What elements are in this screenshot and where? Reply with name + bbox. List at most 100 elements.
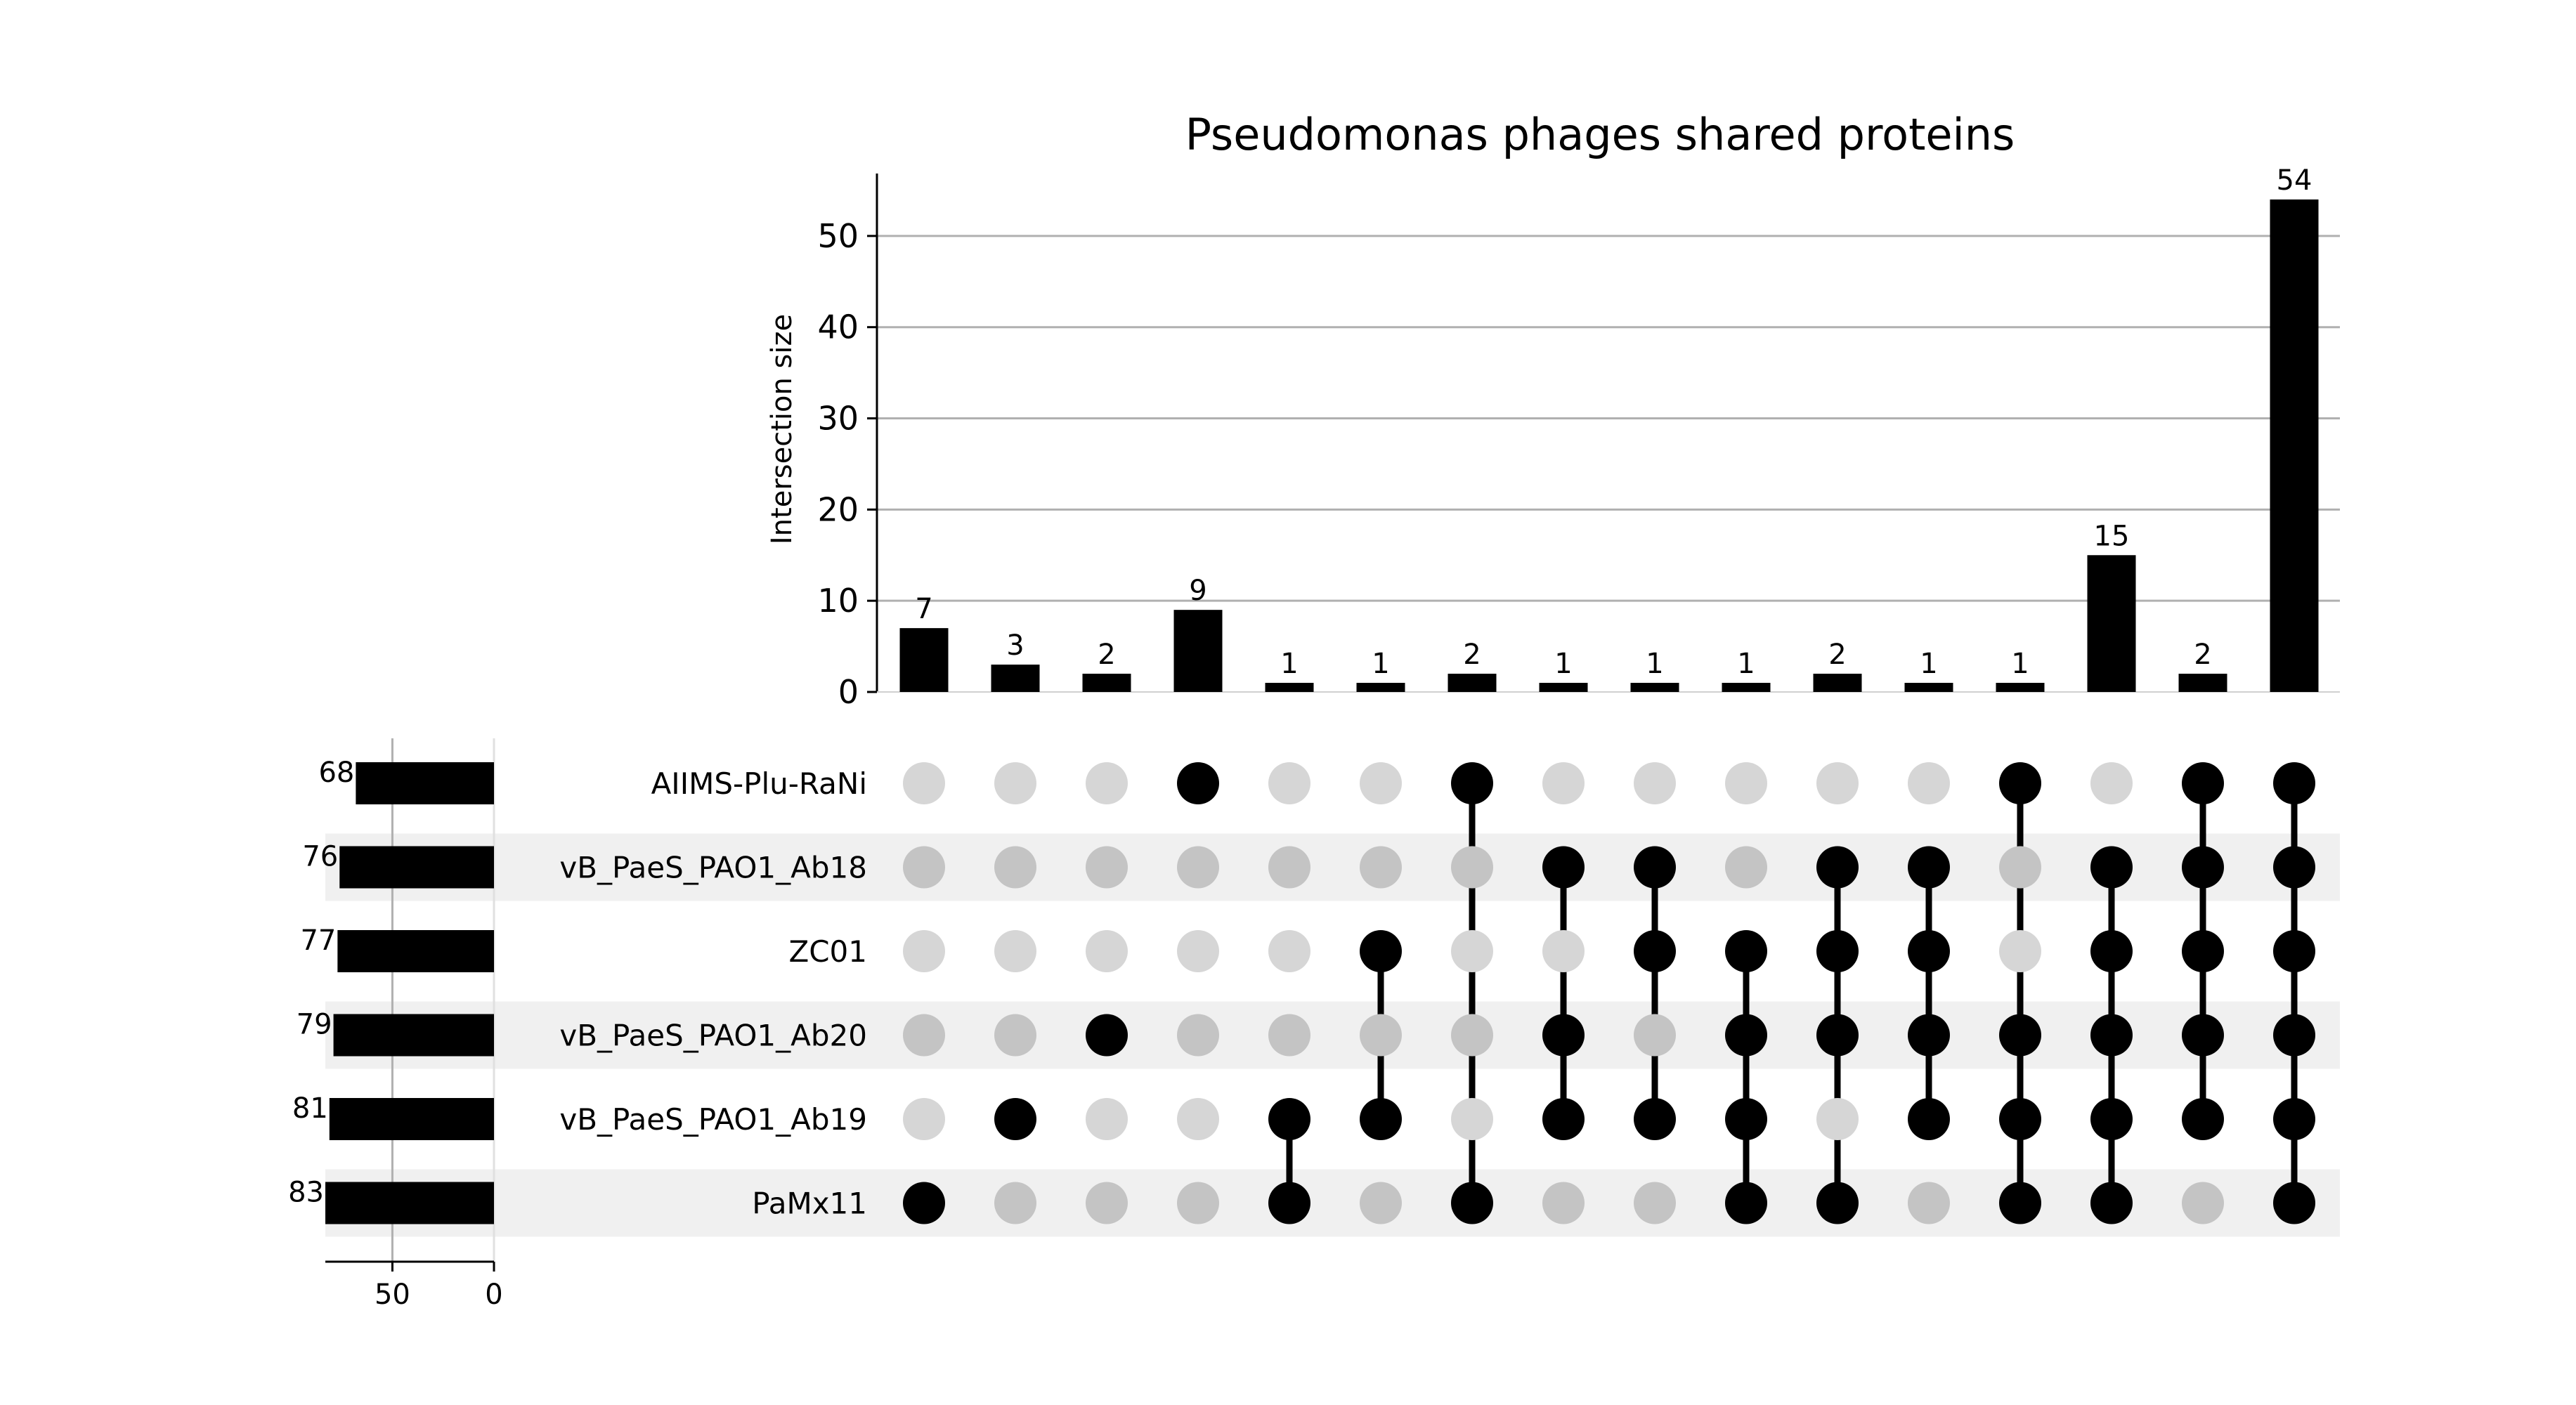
set-size-label: 83 xyxy=(288,1177,324,1209)
membership-dot-active xyxy=(2182,846,2224,889)
y-tick-label: 30 xyxy=(817,400,859,438)
membership-dot-active xyxy=(2090,1014,2133,1057)
membership-dot-active xyxy=(994,1098,1036,1140)
membership-dot-active xyxy=(2182,762,2224,804)
membership-dot-inactive xyxy=(1542,762,1585,804)
y-tick-label: 10 xyxy=(817,582,859,620)
membership-dot-inactive xyxy=(1268,762,1310,804)
membership-dot-inactive xyxy=(1177,1098,1219,1140)
membership-dot-inactive xyxy=(1086,1182,1128,1224)
membership-dot-inactive xyxy=(1908,762,1950,804)
membership-dot-active xyxy=(1725,1182,1767,1224)
membership-dot-inactive xyxy=(1268,846,1310,889)
membership-matrix xyxy=(903,762,2315,1224)
bar-value-label: 3 xyxy=(1006,629,1024,662)
bar-value-label: 1 xyxy=(1372,648,1389,680)
set-size-bar xyxy=(356,762,494,804)
set-size-bar xyxy=(339,846,494,889)
membership-dot-inactive xyxy=(1360,1182,1402,1224)
bar-value-label: 1 xyxy=(1737,648,1755,680)
membership-dot-active xyxy=(1816,930,1859,972)
intersection-bar xyxy=(1539,683,1588,692)
membership-dot-inactive xyxy=(1086,846,1128,889)
membership-dot-inactive xyxy=(1542,1182,1585,1224)
membership-dot-inactive xyxy=(1725,762,1767,804)
membership-dot-inactive xyxy=(994,1182,1036,1224)
bar-value-label: 54 xyxy=(2277,164,2312,197)
membership-dot-inactive xyxy=(1360,846,1402,889)
intersection-bar xyxy=(1356,683,1405,692)
membership-dot-inactive xyxy=(1542,930,1585,972)
intersection-bar xyxy=(1630,683,1679,692)
set-size-label: 68 xyxy=(318,757,354,789)
membership-dot-active xyxy=(1999,1098,2041,1140)
membership-dot-active xyxy=(2273,1182,2315,1224)
membership-dot-active xyxy=(2090,1098,2133,1140)
membership-dot-inactive xyxy=(2090,762,2133,804)
membership-dot-inactive xyxy=(1451,846,1493,889)
membership-dot-inactive xyxy=(1086,762,1128,804)
set-size-bar xyxy=(329,1098,494,1140)
membership-dot-active xyxy=(1725,1098,1767,1140)
intersection-bar xyxy=(1448,674,1497,692)
intersection-bar xyxy=(2087,555,2136,692)
membership-dot-inactive xyxy=(1999,846,2041,889)
intersection-bar xyxy=(1722,683,1771,692)
membership-dot-active xyxy=(2090,846,2133,889)
membership-dot-active xyxy=(1816,1014,1859,1057)
intersection-bar xyxy=(1813,674,1862,692)
bar-value-label: 1 xyxy=(1554,648,1572,680)
membership-dot-inactive xyxy=(1634,762,1676,804)
membership-dot-active xyxy=(2273,930,2315,972)
membership-dot-active xyxy=(903,1182,945,1224)
bar-value-label: 2 xyxy=(1098,639,1115,671)
set-size-bar xyxy=(325,1182,494,1224)
membership-dot-active xyxy=(2273,1098,2315,1140)
membership-dot-inactive xyxy=(1177,1182,1219,1224)
bar-value-label: 9 xyxy=(1189,575,1206,607)
membership-dot-active xyxy=(1086,1014,1128,1057)
intersection-bars: 7 3 2 9 1 1 2 1 1 1 2 1 1 15 2 54 xyxy=(899,164,2319,692)
membership-dot-active xyxy=(2182,1014,2224,1057)
membership-dot-active xyxy=(1816,846,1859,889)
intersection-bar xyxy=(1265,683,1314,692)
membership-dot-active xyxy=(1725,1014,1767,1057)
set-size-label: 76 xyxy=(302,841,338,873)
intersection-bar xyxy=(991,665,1040,692)
membership-dot-active xyxy=(1542,1098,1585,1140)
y-axis-label: Intersection size xyxy=(766,314,798,544)
membership-dot-active xyxy=(1451,762,1493,804)
membership-dot-inactive xyxy=(903,762,945,804)
membership-dot-inactive xyxy=(1816,762,1859,804)
membership-dot-inactive xyxy=(903,930,945,972)
membership-dot-inactive xyxy=(994,846,1036,889)
set-size-tick-label: 50 xyxy=(375,1279,410,1311)
bar-value-label: 2 xyxy=(2194,639,2211,671)
set-size-label: 77 xyxy=(300,924,336,957)
membership-dot-active xyxy=(1542,1014,1585,1057)
y-tick-label: 20 xyxy=(817,490,859,528)
set-size-bar xyxy=(333,1014,494,1057)
membership-dot-active xyxy=(1542,846,1585,889)
bar-value-label: 1 xyxy=(2011,648,2029,680)
intersection-bar xyxy=(1082,674,1131,692)
membership-dot-inactive xyxy=(1360,762,1402,804)
set-name-label: vB_PaeS_PAO1_Ab20 xyxy=(559,1019,867,1053)
membership-dot-inactive xyxy=(1451,1014,1493,1057)
membership-dot-active xyxy=(2273,762,2315,804)
membership-dot-inactive xyxy=(2182,1182,2224,1224)
set-size-bar xyxy=(337,930,494,972)
membership-dot-inactive xyxy=(1177,930,1219,972)
y-tick-label: 40 xyxy=(817,308,859,346)
membership-dot-inactive xyxy=(1177,1014,1219,1057)
membership-dot-inactive xyxy=(994,1014,1036,1057)
membership-dot-inactive xyxy=(903,846,945,889)
membership-dot-active xyxy=(1360,1098,1402,1140)
membership-dot-inactive xyxy=(1268,930,1310,972)
axes-layer: 0 10 20 30 40 50 50 0 xyxy=(325,174,2340,1311)
membership-dot-active xyxy=(1634,1098,1676,1140)
membership-dot-active xyxy=(1725,930,1767,972)
y-tick-label: 50 xyxy=(817,217,859,255)
y-tick-label: 0 xyxy=(838,673,859,711)
membership-dot-inactive xyxy=(1634,1182,1676,1224)
